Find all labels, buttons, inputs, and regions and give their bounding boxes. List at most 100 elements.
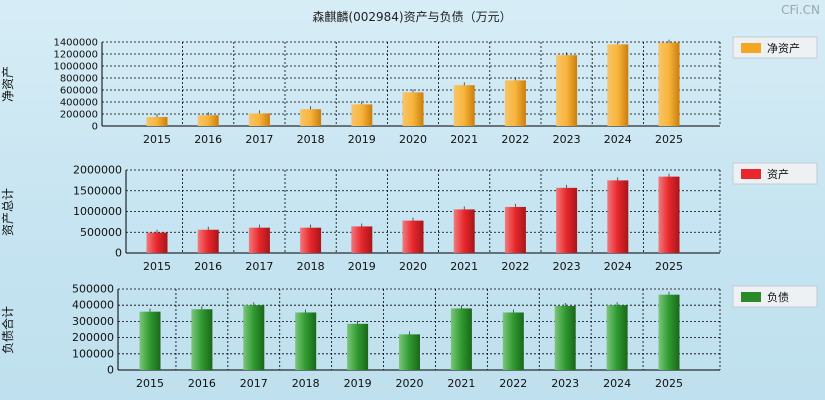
y-tick-label: 600000 [60,86,98,97]
x-tick-label: 2023 [553,133,581,146]
bar-liabilities-2020 [399,334,420,370]
x-tick-label: 2024 [603,377,631,390]
x-tick-label: 2016 [194,133,222,146]
panel-net_assets: 0200000400000600000800000100000012000001… [1,36,818,146]
bar-total_assets-2017 [248,227,270,253]
bar-net_assets-2019 [351,104,373,126]
bar-net_assets-2022 [504,80,526,126]
bar-total_assets-2018 [300,227,322,253]
x-tick-label: 2020 [396,377,424,390]
bar-total_assets-2020 [402,220,424,253]
x-tick-label: 2022 [499,377,527,390]
bar-liabilities-2019 [347,323,369,370]
y-tick-label: 0 [115,247,122,260]
legend-swatch [741,169,761,179]
legend-net_assets: 净资产 [732,36,818,59]
y-axis-label: 负债合计 [0,306,15,354]
y-tick-label: 1000000 [73,205,122,218]
bar-liabilities-2017 [243,305,265,370]
x-tick-label: 2025 [655,260,683,273]
y-tick-label: 0 [107,364,114,377]
bar-total_assets-2019 [351,226,373,253]
x-tick-label: 2019 [344,377,372,390]
y-axis-label: 资产总计 [1,188,15,236]
bar-net_assets-2025 [658,42,680,126]
x-tick-label: 2021 [447,377,475,390]
bar-net_assets-2015 [146,117,168,126]
bar-net_assets-2018 [300,109,322,126]
x-tick-label: 2018 [297,260,325,273]
bar-liabilities-2021 [450,308,472,370]
x-tick-label: 2025 [655,133,683,146]
y-tick-label: 1200000 [53,50,98,61]
legend-total_assets: 资产 [732,162,818,185]
y-tick-label: 500000 [80,226,122,239]
y-tick-label: 0 [92,122,98,133]
y-tick-label: 1000000 [53,62,98,73]
bar-net_assets-2021 [453,85,475,126]
x-tick-label: 2019 [348,260,376,273]
x-tick-label: 2020 [399,260,427,273]
bar-total_assets-2025 [658,176,680,253]
chart-title: 森麒麟(002984)资产与负债（万元） [312,9,511,24]
bar-liabilities-2025 [658,294,680,370]
x-tick-label: 2016 [188,377,216,390]
y-tick-label: 1400000 [53,38,98,49]
legend-label: 净资产 [767,41,800,55]
watermark: CFi.CN [781,3,820,17]
y-tick-label: 200000 [60,110,98,121]
y-tick-label: 400000 [72,299,114,312]
bar-net_assets-2017 [248,113,270,126]
y-tick-label: 100000 [72,347,114,360]
legend-label: 负债 [767,290,789,304]
bar-liabilities-2015 [139,311,161,370]
bar-net_assets-2023 [556,55,578,127]
y-tick-label: 1500000 [73,184,122,197]
bar-total_assets-2015 [146,232,168,253]
bar-liabilities-2024 [606,305,628,370]
legend-liabilities: 负债 [732,285,818,308]
x-tick-label: 2017 [240,377,268,390]
bar-total_assets-2022 [504,206,526,253]
bar-net_assets-2016 [197,115,219,126]
x-tick-label: 2025 [655,377,683,390]
bar-liabilities-2022 [502,312,524,370]
x-tick-label: 2017 [245,260,273,273]
bar-net_assets-2024 [607,44,629,126]
panel-total_assets: 0 500000 1000000 1500000 2000000 2015 2016 2017… [1,162,818,273]
x-tick-label: 2015 [143,133,171,146]
y-tick-label: 800000 [60,74,98,85]
x-tick-label: 2023 [553,260,581,273]
legend-swatch [741,43,761,53]
bar-liabilities-2016 [191,309,213,370]
x-tick-label: 2022 [501,133,529,146]
x-tick-label: 2020 [399,133,427,146]
bar-total_assets-2016 [197,229,219,253]
y-tick-label: 2000000 [73,164,122,177]
x-tick-label: 2018 [292,377,320,390]
panel-liabilities: 0 100000 200000 300000 400000 500000 2015 2016 2… [0,283,818,390]
y-tick-label: 300000 [72,315,114,328]
x-tick-label: 2015 [136,377,164,390]
bar-liabilities-2023 [554,306,576,370]
x-tick-label: 2021 [450,133,478,146]
y-tick-label: 400000 [60,98,98,109]
legend-swatch [741,292,761,302]
x-tick-label: 2019 [348,133,376,146]
x-tick-label: 2024 [604,260,632,273]
y-axis-label: 净资产 [1,66,15,102]
bar-total_assets-2024 [607,180,629,253]
x-tick-label: 2024 [604,133,632,146]
x-tick-label: 2022 [501,260,529,273]
bar-total_assets-2021 [453,209,475,253]
x-tick-label: 2016 [194,260,222,273]
x-tick-label: 2021 [450,260,478,273]
y-tick-label: 200000 [72,331,114,344]
x-tick-label: 2023 [551,377,579,390]
x-tick-label: 2015 [143,260,171,273]
x-tick-label: 2017 [245,133,273,146]
y-tick-label: 500000 [72,283,114,296]
legend-label: 资产 [767,167,789,181]
bar-liabilities-2018 [295,312,317,370]
